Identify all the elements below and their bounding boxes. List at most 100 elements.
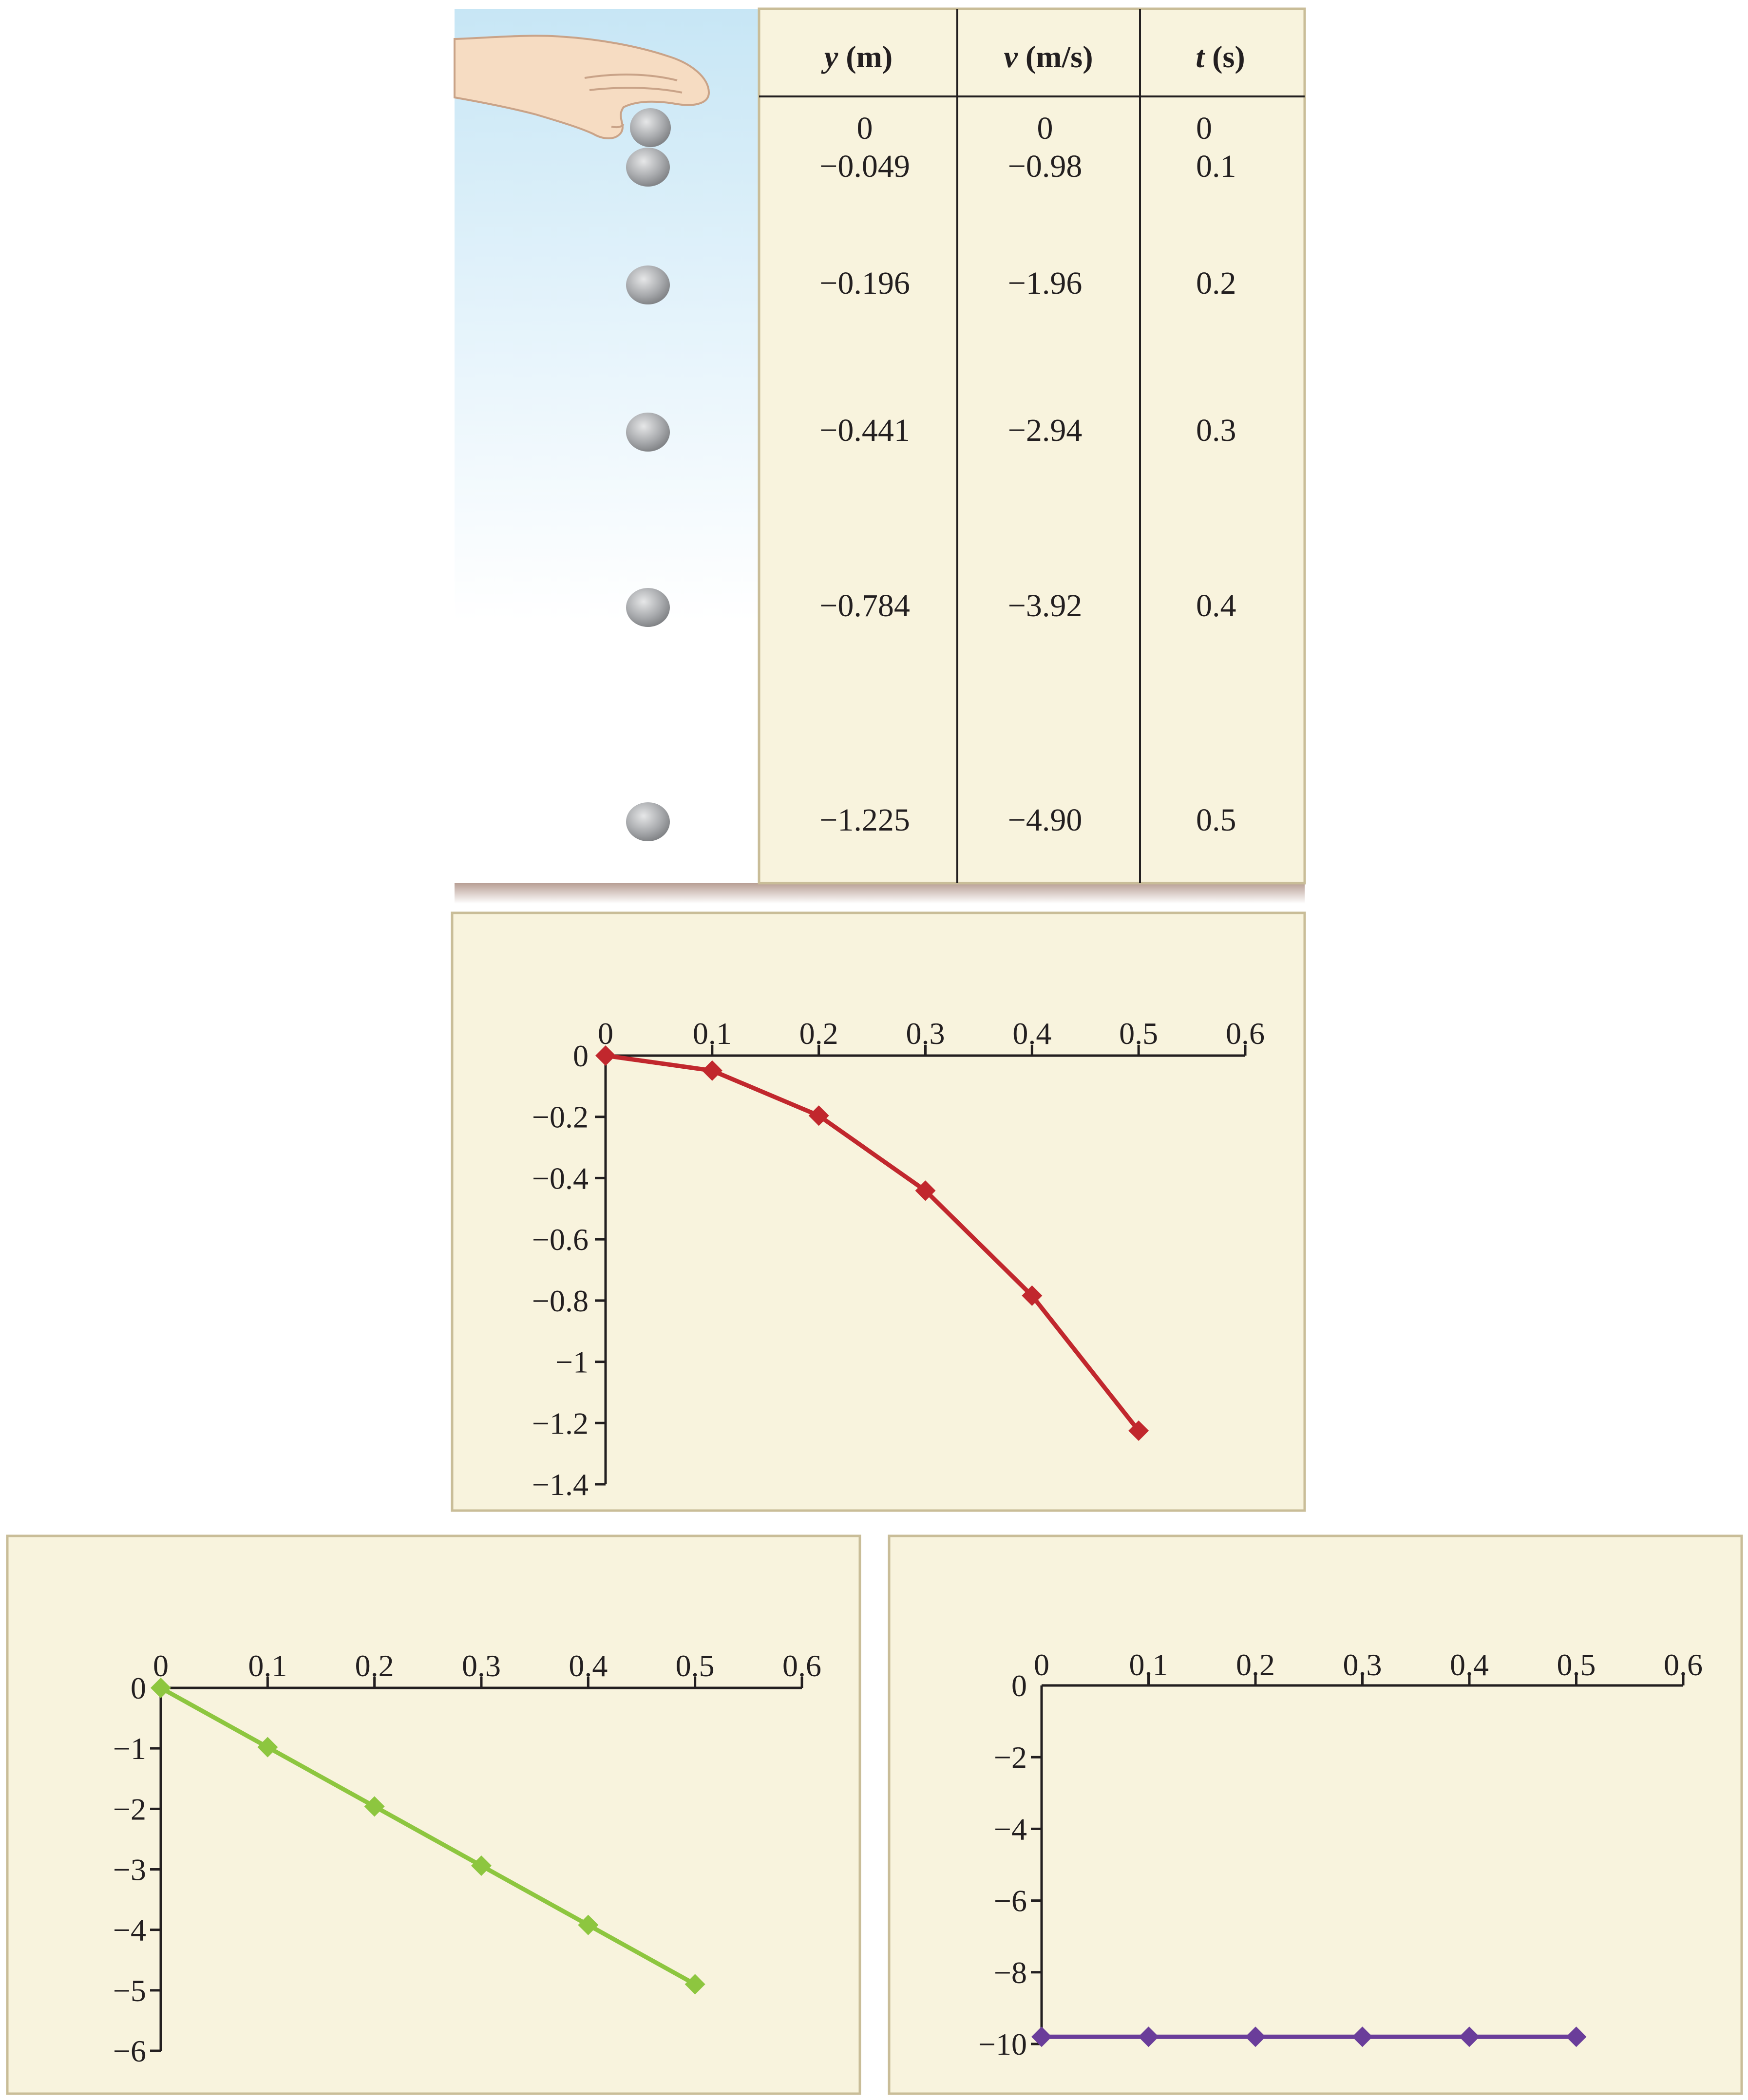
ball	[626, 265, 670, 304]
velocity-time-chart: 0 0.1 0.2 0.3 0.4 0.5 0.6 0 −1 −2 −3 −4 −5 −6	[113, 1648, 821, 2068]
ball	[626, 588, 670, 627]
x-tick-label: 0.5	[1557, 1647, 1596, 1682]
y-tick-label: −1	[555, 1345, 589, 1380]
y-tick-label: −4	[994, 1812, 1027, 1846]
x-tick-label: 0.6	[1226, 1016, 1265, 1051]
y-tick-label: −0.6	[532, 1222, 589, 1257]
table-cell: 0	[1196, 111, 1212, 146]
series-line	[605, 1053, 1140, 1432]
y-tick-label: −0.4	[532, 1161, 589, 1195]
data-point-marker	[684, 1974, 705, 1995]
table-cell: −0.441	[819, 413, 910, 448]
x-tick-label: 0	[598, 1016, 613, 1051]
table-cell: −1.96	[1008, 265, 1083, 301]
ball	[626, 413, 670, 452]
y-tick-label: −6	[113, 2034, 146, 2068]
y-tick-label: −0.2	[532, 1100, 589, 1135]
y-tick-label: −2	[994, 1740, 1027, 1775]
y-tick-label: 0	[1011, 1668, 1027, 1703]
data-point-marker	[1022, 1285, 1043, 1306]
table-header-v: v (m/s)	[1004, 39, 1093, 74]
table-cell: 0	[1037, 111, 1053, 146]
table-body: 0 0 0−0.049 −0.98 0.1−0.196 −1.96 0.2−0.441 −2.…	[819, 111, 1236, 838]
y-tick-label: −6	[994, 1884, 1027, 1918]
acceleration-time-chart: 0 0.1 0.2 0.3 0.4 0.5 0.6 0 −2 −4 −6 −8 −10	[978, 1647, 1703, 2062]
x-tick-label: 0.5	[676, 1648, 715, 1683]
data-point-marker	[578, 1914, 599, 1935]
x-tick-label: 0	[153, 1648, 169, 1683]
ball	[626, 148, 670, 187]
chart-panel-position	[451, 911, 1306, 1512]
x-tick-label: 0.1	[693, 1016, 732, 1051]
y-tick-label: −8	[994, 1955, 1027, 1990]
table-cell: 0.4	[1196, 588, 1236, 624]
data-point-marker	[151, 1678, 171, 1698]
x-tick-label: 0.3	[462, 1648, 501, 1683]
y-tick-label: −1	[113, 1731, 146, 1766]
table-cell: 0.1	[1196, 149, 1236, 184]
data-point-marker	[1031, 2026, 1052, 2047]
table-header-t: t (s)	[1196, 39, 1245, 74]
table-panel	[758, 7, 1306, 885]
y-tick-label: −2	[113, 1792, 146, 1826]
data-point-marker	[471, 1855, 492, 1876]
y-tick-label: −5	[113, 1973, 146, 2008]
data-point-marker	[1128, 1420, 1149, 1441]
x-tick-label: 0.4	[1450, 1647, 1489, 1682]
data-point-marker	[1245, 2026, 1266, 2047]
table-cell: −0.98	[1008, 149, 1083, 184]
sky-backdrop	[455, 9, 759, 883]
hand-illustration	[454, 35, 710, 139]
table-cell: 0.5	[1196, 802, 1236, 838]
data-point-marker	[702, 1060, 722, 1081]
table-cell: 0.3	[1196, 413, 1236, 448]
data-point-marker	[364, 1796, 385, 1817]
ball	[630, 108, 671, 147]
x-tick-label: 0.6	[1664, 1647, 1703, 1682]
y-tick-label: −4	[113, 1913, 146, 1948]
table-cell: −0.784	[819, 588, 910, 624]
y-tick-label: −1.4	[532, 1467, 589, 1502]
data-point-marker	[1566, 2026, 1587, 2047]
position-time-chart: 0 0.1 0.2 0.3 0.4 0.5 0.6 0 −0.2 −0.4 −0.6 −0.8 −1 −1…	[532, 1016, 1265, 1502]
x-tick-label: 0.2	[355, 1648, 394, 1683]
chart-panel-acceleration	[888, 1534, 1743, 2095]
x-tick-label: 0.2	[1236, 1647, 1275, 1682]
y-tick-label: −3	[113, 1853, 146, 1887]
data-point-marker	[595, 1045, 616, 1066]
floor-strip	[455, 883, 1305, 904]
data-point-marker	[257, 1737, 278, 1758]
y-tick-label: 0	[131, 1671, 146, 1705]
table-header-y: y (m)	[821, 39, 893, 74]
x-tick-label: 0.2	[799, 1016, 838, 1051]
y-tick-label: −0.8	[532, 1284, 589, 1318]
x-tick-label: 0.5	[1119, 1016, 1158, 1051]
x-tick-label: 0.4	[569, 1648, 608, 1683]
x-tick-label: 0.6	[782, 1648, 821, 1683]
data-table: y (m) v (m/s) t (s) 0 0 0−0.049 −0.98 0.1−0.…	[758, 7, 1306, 885]
data-point-marker	[1138, 2026, 1159, 2047]
table-cell: −0.049	[819, 149, 910, 184]
data-point-marker	[808, 1105, 829, 1126]
x-tick-label: 0.4	[1012, 1016, 1051, 1051]
series-line	[159, 1686, 696, 1986]
chart-panel-velocity	[6, 1534, 861, 2095]
table-cell: 0.2	[1196, 265, 1236, 301]
table-cell: −0.196	[819, 265, 910, 301]
y-tick-label: −1.2	[532, 1406, 589, 1440]
data-point-marker	[915, 1180, 936, 1201]
data-point-marker	[1459, 2026, 1480, 2047]
table-cell: 0	[857, 111, 873, 146]
x-tick-label: 0.1	[248, 1648, 287, 1683]
x-tick-label: 0	[1034, 1647, 1049, 1682]
x-tick-label: 0.3	[1343, 1647, 1382, 1682]
ball-positions	[626, 108, 671, 841]
y-tick-label: 0	[573, 1039, 589, 1073]
y-tick-label: −10	[978, 2027, 1027, 2062]
table-cell: −3.92	[1008, 588, 1083, 624]
ball	[626, 802, 670, 841]
table-cell: −2.94	[1008, 413, 1083, 448]
x-tick-label: 0.3	[906, 1016, 945, 1051]
table-cell: −1.225	[819, 802, 910, 838]
x-tick-label: 0.1	[1129, 1647, 1168, 1682]
